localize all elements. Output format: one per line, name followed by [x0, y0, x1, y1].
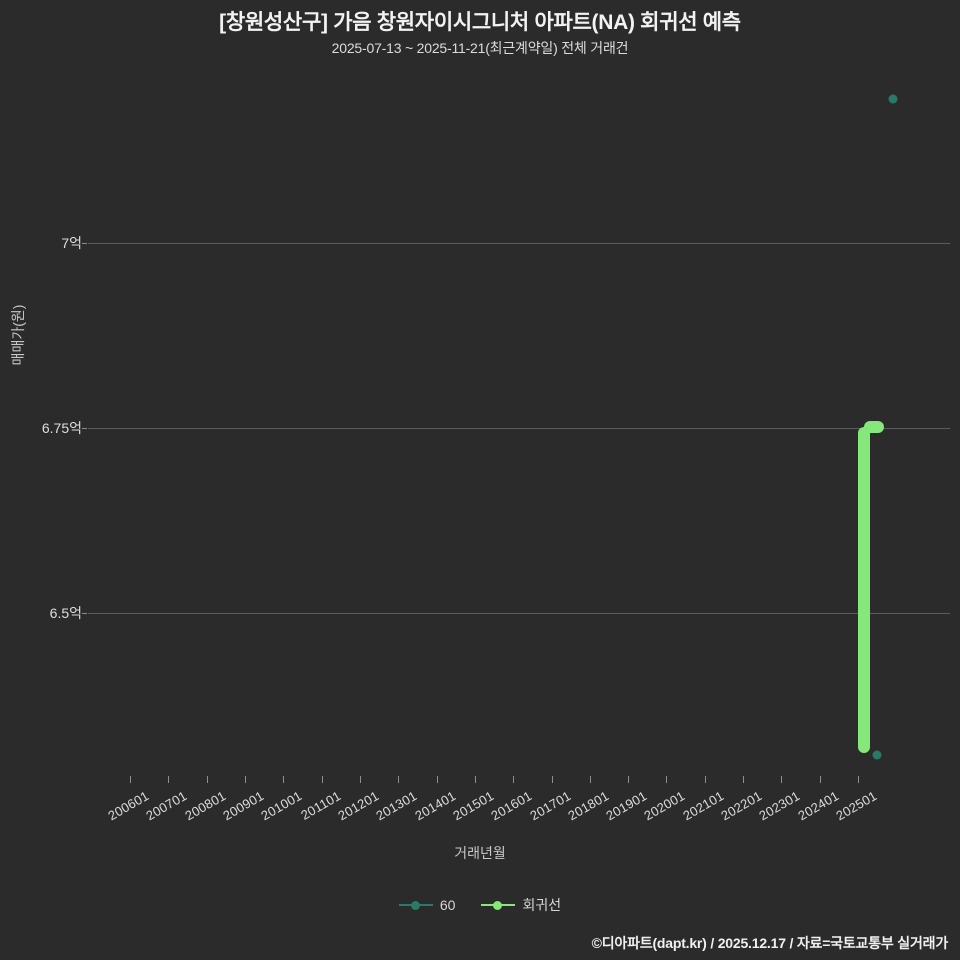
x-axis-tick	[130, 776, 131, 783]
x-axis-tick	[436, 776, 438, 783]
legend-marker-icon	[481, 899, 516, 911]
legend-label: 60	[439, 897, 456, 913]
scatter-point[interactable]	[872, 750, 882, 760]
x-axis-tick	[513, 776, 515, 783]
x-axis-tick-label: 201501	[450, 788, 497, 824]
x-axis-tick	[206, 776, 208, 783]
y-axis-tick-label-text: 7억	[61, 235, 82, 251]
y-axis-tick	[82, 613, 87, 614]
scatter-point[interactable]	[888, 94, 898, 104]
x-axis-tick	[283, 776, 285, 783]
x-axis-tick-label: 201101	[297, 788, 344, 823]
regression-line-segment[interactable]	[864, 421, 884, 434]
y-axis-tick	[82, 428, 87, 429]
x-axis-tick-label: 201801	[565, 788, 612, 824]
gridline	[88, 613, 950, 614]
x-axis: 200601 200701 200801 200901 201001 201101 2012…	[0, 770, 960, 880]
x-axis-tick-label: 201601	[488, 788, 535, 824]
x-axis-tick-label: 201201	[335, 788, 382, 824]
x-axis-tick-label: 202501	[833, 788, 880, 824]
x-axis-tick-label: 201001	[258, 788, 305, 824]
legend-dot	[493, 901, 503, 910]
y-axis-tick-label: 6.75억	[42, 418, 122, 438]
chart-title: [창원성산구] 가음 창원자이시그니처 아파트(NA) 회귀선 예측	[219, 11, 741, 34]
y-axis-tick-label-text: 6.75억	[41, 420, 82, 436]
x-axis-tick	[589, 776, 591, 783]
x-axis-tick-label: 200901	[220, 788, 267, 824]
y-axis-tick-label: 7억	[61, 233, 103, 253]
x-axis-tick	[474, 776, 476, 783]
plot-area	[82, 70, 950, 770]
y-axis-tick-label: 6.5억	[50, 603, 114, 623]
x-axis-tick-label: 202301	[756, 788, 803, 824]
chart-legend: 60 회귀선	[0, 895, 960, 915]
footer-credit: ©디아파트(dapt.kr) / 2025.12.17 / 자료=국토교통부 실…	[591, 935, 949, 951]
x-axis-tick-label: 201301	[373, 788, 420, 824]
x-axis-tick-label: 200601	[105, 788, 152, 824]
x-axis-title: 거래년월	[454, 845, 506, 861]
legend-item[interactable]: 회귀선	[481, 895, 561, 915]
x-axis-tick-label: 201901	[603, 788, 650, 824]
x-axis-tick-label: 201401	[411, 788, 459, 824]
y-axis-tick	[82, 243, 87, 244]
x-axis-tick-label: 202001	[641, 788, 688, 824]
x-axis-tick-label: 200801	[182, 788, 229, 824]
x-axis-tick	[168, 776, 170, 783]
regression-line-segment[interactable]	[858, 427, 871, 753]
x-axis-tick	[743, 776, 745, 783]
chart-subtitle: 2025-07-13 ~ 2025-11-21(최근계약일) 전체 거래건	[331, 40, 629, 56]
y-axis-tick-label-text: 6.5억	[49, 605, 82, 621]
x-axis-tick-label: 201701	[526, 788, 574, 824]
legend-dot	[410, 901, 420, 910]
x-axis-tick	[359, 776, 361, 783]
x-axis-tick-label: 202401	[795, 788, 842, 824]
x-axis-tick	[666, 776, 668, 783]
x-axis-tick	[551, 776, 553, 783]
y-axis-title: 매매가(원)	[10, 304, 26, 366]
x-axis-tick	[858, 776, 860, 783]
x-axis-tick-label: 202101	[680, 788, 727, 824]
legend-label: 회귀선	[522, 897, 562, 913]
x-axis-tick	[704, 776, 706, 783]
gridline	[88, 428, 950, 429]
legend-item[interactable]: 60	[398, 897, 456, 913]
gridline	[88, 243, 950, 244]
x-axis-tick	[819, 776, 821, 783]
legend-marker-icon	[398, 899, 433, 911]
x-axis-tick-label: 200701	[143, 788, 190, 824]
x-axis-tick	[781, 776, 783, 783]
x-axis-tick-label: 202201	[718, 788, 765, 824]
x-axis-tick	[244, 776, 246, 783]
x-axis-tick	[321, 776, 323, 783]
x-axis-tick	[398, 776, 400, 783]
x-axis-tick	[628, 776, 630, 783]
